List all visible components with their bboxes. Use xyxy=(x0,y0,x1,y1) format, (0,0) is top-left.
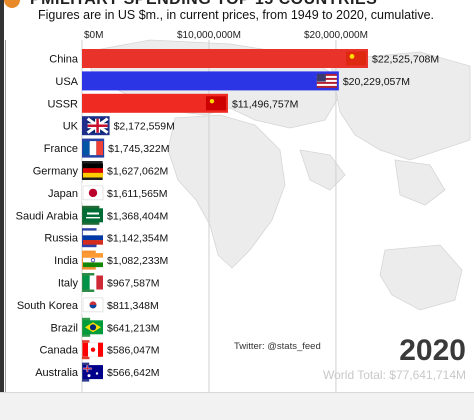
footer-bar xyxy=(0,392,474,420)
category-label: China xyxy=(49,54,79,66)
chart-subtitle: Figures are in US $m., in current prices… xyxy=(38,8,435,22)
category-label: UK xyxy=(63,121,79,133)
russia-flag-icon xyxy=(82,230,104,245)
australia-flag-icon xyxy=(83,365,103,380)
chart-title: PMILITARY SPENDING TOP 15 COUNTRIES xyxy=(30,0,377,9)
x-axis-ticks: $0M $10,000,000M $20,000,000M xyxy=(84,30,368,41)
value-label: $1,082,233M xyxy=(107,255,168,267)
germany-flag-icon xyxy=(83,163,103,178)
bar-row: South Korea $811,348M xyxy=(17,295,159,315)
value-label: $1,627,062M xyxy=(107,166,168,178)
bar xyxy=(82,49,368,68)
category-label: Germany xyxy=(33,166,79,178)
bar-row: Russia $1,142,354M xyxy=(44,228,168,248)
value-label: $1,745,322M xyxy=(108,143,169,155)
brazil-flag-icon xyxy=(83,320,103,335)
bar-row: Germany $1,627,062M xyxy=(33,161,168,180)
x-tick-label: $10,000,000M xyxy=(177,30,241,41)
category-label: Italy xyxy=(58,278,79,290)
france-flag-icon xyxy=(83,141,103,156)
category-label: France xyxy=(44,143,78,155)
bar-row: France $1,745,322M xyxy=(44,138,169,158)
uk-flag-icon xyxy=(86,117,109,134)
twitter-credit: Twitter: @stats_feed xyxy=(234,341,321,352)
bar-row: USSR $11,496,757M xyxy=(47,93,298,113)
ussr-flag-icon xyxy=(205,96,226,111)
window-edge xyxy=(0,0,4,419)
value-label: $967,587M xyxy=(107,278,160,290)
bar-row: Italy $967,587M xyxy=(58,273,160,292)
italy-flag-icon xyxy=(83,275,103,290)
canada-flag-icon xyxy=(82,342,104,357)
value-label: $1,611,565M xyxy=(107,188,168,200)
value-label: $11,496,757M xyxy=(232,98,298,110)
value-label: $1,368,404M xyxy=(107,210,168,222)
bar xyxy=(82,93,228,113)
x-tick-label: $0M xyxy=(84,30,103,41)
category-label: Japan xyxy=(48,188,78,200)
bar-row: Japan $1,611,565M xyxy=(48,183,168,203)
year-label: 2020 xyxy=(399,334,466,367)
x-tick-label: $20,000,000M xyxy=(304,30,368,41)
category-label: India xyxy=(54,255,79,267)
category-label: Australia xyxy=(35,367,79,379)
value-label: $1,142,354M xyxy=(107,233,168,245)
bars: China $22,525,708M USA $20,229,057M USSR $11,… xyxy=(16,49,439,382)
value-label: $2,172,559M xyxy=(114,121,175,133)
value-label: $22,525,708M xyxy=(372,54,439,66)
value-label: $20,229,057M xyxy=(343,76,410,88)
bar-row: Brazil $641,213M xyxy=(50,317,160,337)
logo-icon xyxy=(4,0,20,8)
japan-flag-icon xyxy=(82,185,104,201)
bar-row: India $1,082,233M xyxy=(54,250,168,270)
value-label: $641,213M xyxy=(107,322,160,334)
category-label: South Korea xyxy=(17,300,79,312)
category-label: Brazil xyxy=(50,322,78,334)
usa-flag-icon xyxy=(316,73,337,88)
value-label: $811,348M xyxy=(107,300,159,312)
category-label: Russia xyxy=(44,233,79,245)
value-label: $586,047M xyxy=(107,345,160,357)
bar-row: USA $20,229,057M xyxy=(55,71,410,91)
bar-row: UK $2,172,559M xyxy=(63,116,175,136)
category-label: USA xyxy=(55,76,78,88)
bar-row: Australia $566,642M xyxy=(35,362,160,382)
south-korea-flag-icon xyxy=(82,297,104,313)
india-flag-icon xyxy=(83,253,103,268)
bar-row: China $22,525,708M xyxy=(49,49,439,68)
china-flag-icon xyxy=(346,51,366,66)
saudi-arabia-flag-icon xyxy=(83,208,103,223)
category-label: USSR xyxy=(47,98,78,110)
category-label: Canada xyxy=(39,345,78,357)
value-label: $566,642M xyxy=(107,367,160,379)
bar-row: Canada $586,047M xyxy=(39,340,160,360)
divider xyxy=(5,40,6,392)
bar xyxy=(82,71,339,91)
category-label: Saudi Arabia xyxy=(16,210,79,222)
bar-row: Saudi Arabia $1,368,404M xyxy=(16,205,168,225)
world-total: World Total: $77,641,714M xyxy=(323,368,466,382)
